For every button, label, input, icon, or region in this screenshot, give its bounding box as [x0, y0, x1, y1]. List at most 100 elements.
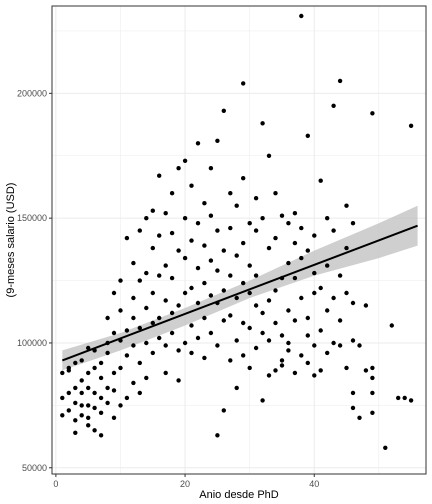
data-point: [350, 300, 356, 306]
data-point: [208, 213, 214, 218]
data-point: [144, 375, 149, 381]
data-point: [241, 320, 246, 326]
data-point: [163, 263, 168, 268]
data-point: [163, 370, 168, 376]
data-point: [215, 228, 220, 233]
data-point: [111, 415, 117, 420]
data-point: [228, 191, 233, 196]
data-point: [260, 310, 265, 316]
data-point: [157, 273, 162, 278]
data-point: [124, 395, 130, 401]
data-point: [383, 445, 388, 450]
data-point: [266, 298, 272, 303]
data-point: [86, 385, 91, 391]
data-point: [292, 240, 298, 246]
data-point: [247, 365, 252, 371]
data-point: [273, 288, 278, 293]
data-point: [169, 310, 175, 316]
data-point: [325, 216, 330, 221]
data-point: [137, 390, 142, 396]
data-point: [202, 355, 207, 361]
x-axis-title: Anio desde PhD: [199, 489, 279, 501]
data-point: [157, 173, 162, 178]
data-point: [396, 395, 401, 401]
data-point: [202, 243, 207, 248]
data-point: [266, 153, 272, 158]
data-point: [279, 333, 285, 338]
data-point: [228, 225, 233, 231]
data-point: [202, 201, 207, 206]
data-point: [182, 216, 188, 221]
data-point: [337, 318, 343, 323]
data-point: [292, 211, 298, 216]
data-point: [131, 295, 136, 301]
data-point: [344, 203, 349, 208]
y-tick-label: 50000: [22, 463, 47, 473]
data-point: [363, 303, 369, 308]
data-point: [325, 263, 330, 268]
data-point: [144, 305, 149, 311]
data-point: [312, 233, 317, 238]
data-point: [318, 368, 323, 373]
data-point: [292, 275, 298, 281]
data-point: [273, 320, 278, 326]
data-point: [169, 230, 175, 236]
data-point: [150, 245, 155, 251]
data-point: [337, 78, 343, 84]
data-point: [286, 308, 291, 313]
data-point: [247, 263, 252, 268]
data-point: [182, 255, 188, 261]
data-point: [350, 405, 356, 411]
data-point: [318, 178, 323, 183]
data-point: [79, 358, 84, 363]
data-point: [60, 370, 65, 376]
data-point: [215, 268, 220, 273]
data-point: [60, 413, 65, 418]
data-point: [357, 343, 362, 348]
data-point: [157, 315, 162, 321]
data-point: [98, 433, 104, 438]
data-point: [253, 345, 259, 351]
data-point: [176, 303, 181, 308]
data-point: [318, 328, 323, 333]
data-point: [279, 358, 285, 363]
data-point: [408, 398, 414, 403]
data-point: [325, 350, 330, 356]
data-point: [92, 365, 97, 371]
data-point: [150, 290, 155, 296]
data-point: [253, 303, 259, 308]
data-point: [66, 390, 72, 396]
data-point: [73, 385, 78, 391]
data-point: [150, 208, 155, 213]
data-point: [260, 398, 265, 403]
data-point: [73, 418, 78, 423]
data-point: [208, 293, 214, 298]
data-point: [131, 380, 136, 386]
data-point: [98, 360, 104, 366]
data-point: [299, 13, 304, 19]
data-point: [195, 221, 201, 226]
data-point: [344, 290, 349, 296]
data-point: [234, 253, 239, 258]
data-point: [253, 196, 259, 201]
data-point: [79, 390, 84, 396]
data-point: [105, 350, 110, 356]
data-point: [305, 360, 310, 366]
data-point: [195, 335, 201, 341]
confidence-band: [62, 205, 418, 371]
data-point: [292, 370, 298, 376]
data-point: [79, 378, 84, 383]
data-point: [189, 350, 194, 356]
y-tick-label: 150000: [17, 213, 47, 223]
plot-border: [51, 5, 427, 475]
data-point: [247, 325, 252, 331]
data-point: [299, 353, 304, 358]
data-point: [144, 340, 149, 346]
data-point: [195, 141, 201, 146]
data-point: [131, 260, 136, 266]
data-point: [105, 385, 110, 391]
data-point: [305, 315, 310, 321]
data-point: [241, 81, 246, 86]
data-point: [208, 166, 214, 171]
